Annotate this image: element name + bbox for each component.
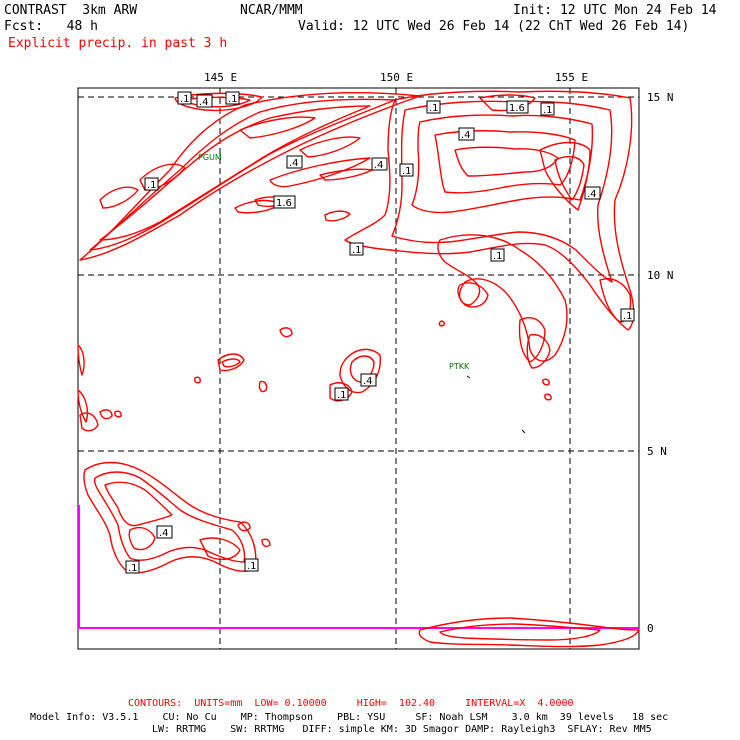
svg-text:.1: .1 bbox=[228, 94, 238, 105]
contour-label: .1 bbox=[334, 387, 349, 401]
contour-label: .1 bbox=[244, 558, 259, 572]
station-ptkk: PTKK bbox=[449, 362, 470, 371]
valid-time: Valid: 12 UTC Wed 26 Feb 14 (22 ChT Wed … bbox=[298, 19, 690, 34]
svg-text:1.6: 1.6 bbox=[276, 198, 292, 209]
svg-text:.1: .1 bbox=[352, 245, 362, 256]
svg-text:.4: .4 bbox=[461, 130, 471, 141]
contour-label: .1 bbox=[125, 560, 140, 574]
model-info-line-1: Model Info: V3.5.1 CU: No Cu MP: Thompso… bbox=[30, 712, 669, 723]
forecast-hour: Fcst: 48 h bbox=[4, 19, 98, 34]
lon-tick-155: 155 E bbox=[555, 71, 588, 84]
precip-contours bbox=[77, 90, 640, 648]
contour-label: 1.6 bbox=[506, 100, 529, 114]
contour-label: .4 bbox=[458, 127, 475, 141]
svg-text:.1: .1 bbox=[493, 251, 503, 262]
contour-label: .1 bbox=[540, 102, 555, 116]
lat-lon-grid bbox=[78, 88, 639, 649]
contour-label: .4 bbox=[360, 373, 377, 387]
contour-label: .1 bbox=[177, 91, 192, 105]
svg-text:.4: .4 bbox=[289, 158, 299, 169]
contour-label: 1.6 bbox=[273, 195, 296, 209]
contour-label: .1 bbox=[426, 100, 441, 114]
lon-tick-145: 145 E bbox=[204, 71, 237, 84]
plot-speck bbox=[521, 429, 526, 434]
svg-text:.4: .4 bbox=[159, 528, 169, 539]
contour-label: .1 bbox=[144, 177, 159, 191]
model-title: CONTRAST 3km ARW bbox=[4, 3, 138, 18]
svg-text:.1: .1 bbox=[147, 180, 157, 191]
svg-text:.1: .1 bbox=[623, 311, 633, 322]
contour-label: .4 bbox=[156, 525, 173, 539]
svg-text:.1: .1 bbox=[402, 166, 412, 177]
init-time: Init: 12 UTC Mon 24 Feb 14 bbox=[513, 3, 717, 18]
contour-labels: .1 .4 .1 .1 .4 1.6 .1 .1 .4 .4 .1 1.6 .4… bbox=[125, 91, 635, 574]
model-info-line-2: LW: RRTMG SW: RRTMG DIFF: simple KM: 3D … bbox=[152, 724, 652, 735]
svg-text:.1: .1 bbox=[247, 561, 257, 572]
contour-label: .1 bbox=[349, 242, 364, 256]
svg-text:.4: .4 bbox=[374, 160, 384, 171]
svg-text:.1: .1 bbox=[128, 563, 138, 574]
lat-tick-0: 0 bbox=[647, 622, 654, 635]
lat-tick-15n: 15 N bbox=[647, 91, 674, 104]
svg-text:.1: .1 bbox=[429, 103, 439, 114]
contour-label: .1 bbox=[620, 308, 635, 322]
field-title: Explicit precip. in past 3 h bbox=[8, 36, 228, 51]
svg-text:.4: .4 bbox=[199, 97, 209, 108]
contour-label: .1 bbox=[490, 248, 505, 262]
svg-text:.4: .4 bbox=[363, 376, 373, 387]
contour-label: .1 bbox=[399, 163, 414, 177]
plot-speck bbox=[466, 375, 471, 379]
svg-text:1.6: 1.6 bbox=[509, 103, 525, 114]
lon-tick-150: 150 E bbox=[380, 71, 413, 84]
station-pgum: PGUM bbox=[198, 153, 222, 162]
contour-label: .1 bbox=[225, 91, 240, 105]
map-frame bbox=[77, 87, 640, 650]
domain-boundary-line bbox=[78, 505, 639, 629]
svg-text:.1: .1 bbox=[337, 390, 347, 401]
contour-info: CONTOURS: UNITS=mm LOW= 0.10000 HIGH= 10… bbox=[128, 698, 574, 709]
svg-text:.4: .4 bbox=[587, 189, 597, 200]
contour-label: .4 bbox=[584, 186, 601, 200]
contour-label: .4 bbox=[371, 157, 388, 171]
svg-text:.1: .1 bbox=[180, 94, 190, 105]
svg-text:.1: .1 bbox=[543, 105, 553, 116]
contour-label: .4 bbox=[286, 155, 303, 169]
contour-label: .4 bbox=[196, 94, 213, 108]
lat-tick-5n: 5 N bbox=[647, 445, 667, 458]
lat-tick-10n: 10 N bbox=[647, 269, 674, 282]
org-title: NCAR/MMM bbox=[240, 3, 303, 18]
